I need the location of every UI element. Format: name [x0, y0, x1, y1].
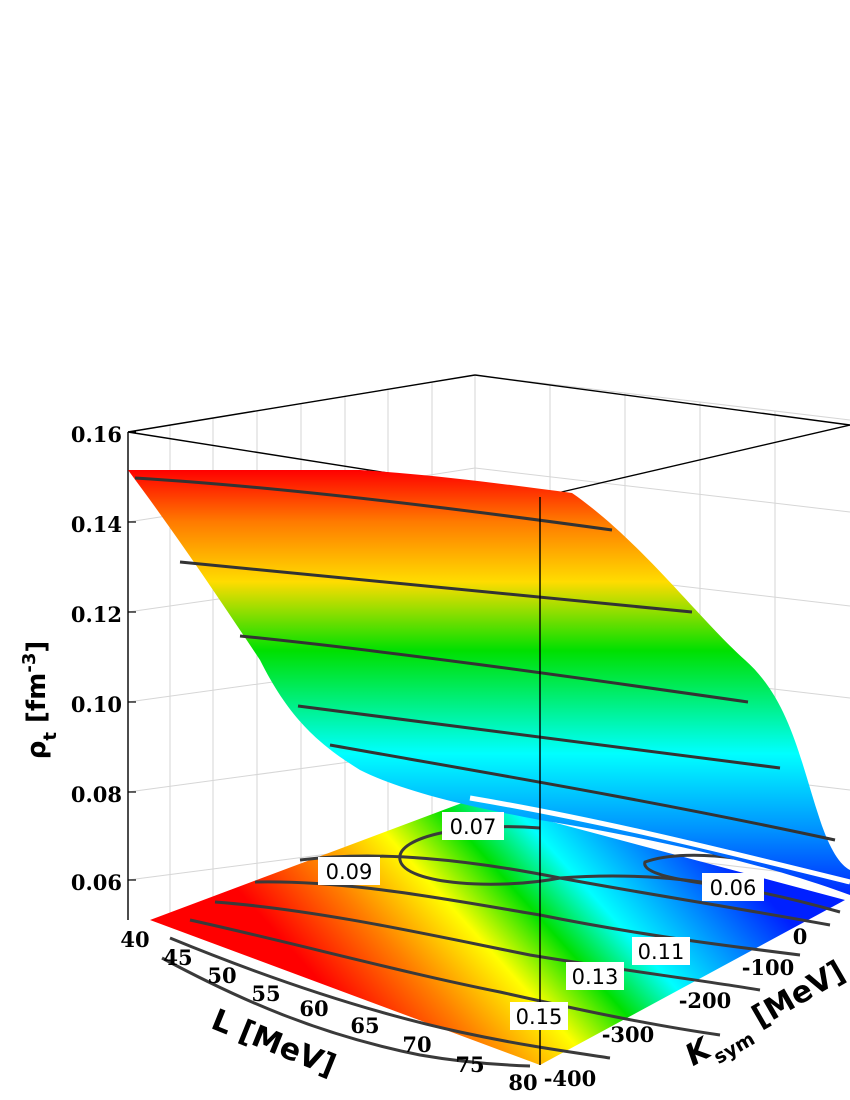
x-tick-label: 75 — [455, 1052, 484, 1077]
z-tick-label: 0.06 — [71, 870, 122, 895]
z-tick-label: 0.14 — [71, 512, 122, 537]
contour-label-0.06: 0.06 — [710, 876, 757, 900]
surface-contour-lines — [134, 476, 836, 842]
z-tick-label: 0.10 — [71, 692, 122, 717]
y-tick-label: -300 — [602, 1022, 655, 1047]
x-tick-label: 40 — [120, 927, 149, 952]
floor-contour-lines — [161, 825, 841, 1068]
y-tick-label: -100 — [742, 955, 795, 980]
y-tick-label: -200 — [679, 988, 732, 1013]
surface — [128, 470, 850, 895]
contour-label-0.13: 0.13 — [572, 965, 619, 989]
z-tick-label: 0.12 — [71, 602, 122, 627]
z-axis-title: ρt [fm-3] — [19, 641, 61, 759]
x-tick-label: 60 — [299, 996, 328, 1021]
x-tick-label: 50 — [207, 963, 236, 988]
contour-label-0.11: 0.11 — [638, 940, 685, 964]
contour-label-0.07: 0.07 — [450, 815, 497, 839]
surface-edge-gap — [469, 795, 850, 885]
z-tick-label: 0.16 — [71, 422, 122, 447]
contour-labels: 0.07 0.09 0.06 0.11 0.13 0.15 — [318, 812, 764, 1030]
x-tick-label: 70 — [402, 1032, 431, 1057]
x-tick-label: 65 — [350, 1013, 379, 1038]
z-tick-label: 0.08 — [71, 782, 122, 807]
x-tick-label: 80 — [508, 1070, 537, 1095]
x-tick-label: 45 — [163, 945, 192, 970]
x-tick-label: 55 — [251, 981, 280, 1006]
contour-label-0.15: 0.15 — [516, 1005, 563, 1029]
z-axis: 0.06 0.08 0.10 0.12 0.14 0.16 ρt [fm-3] — [19, 422, 136, 895]
y-tick-label: -400 — [544, 1066, 597, 1091]
surface-fill — [128, 470, 850, 895]
contour-label-0.09: 0.09 — [326, 860, 373, 884]
y-tick-label: 0 — [793, 924, 808, 949]
